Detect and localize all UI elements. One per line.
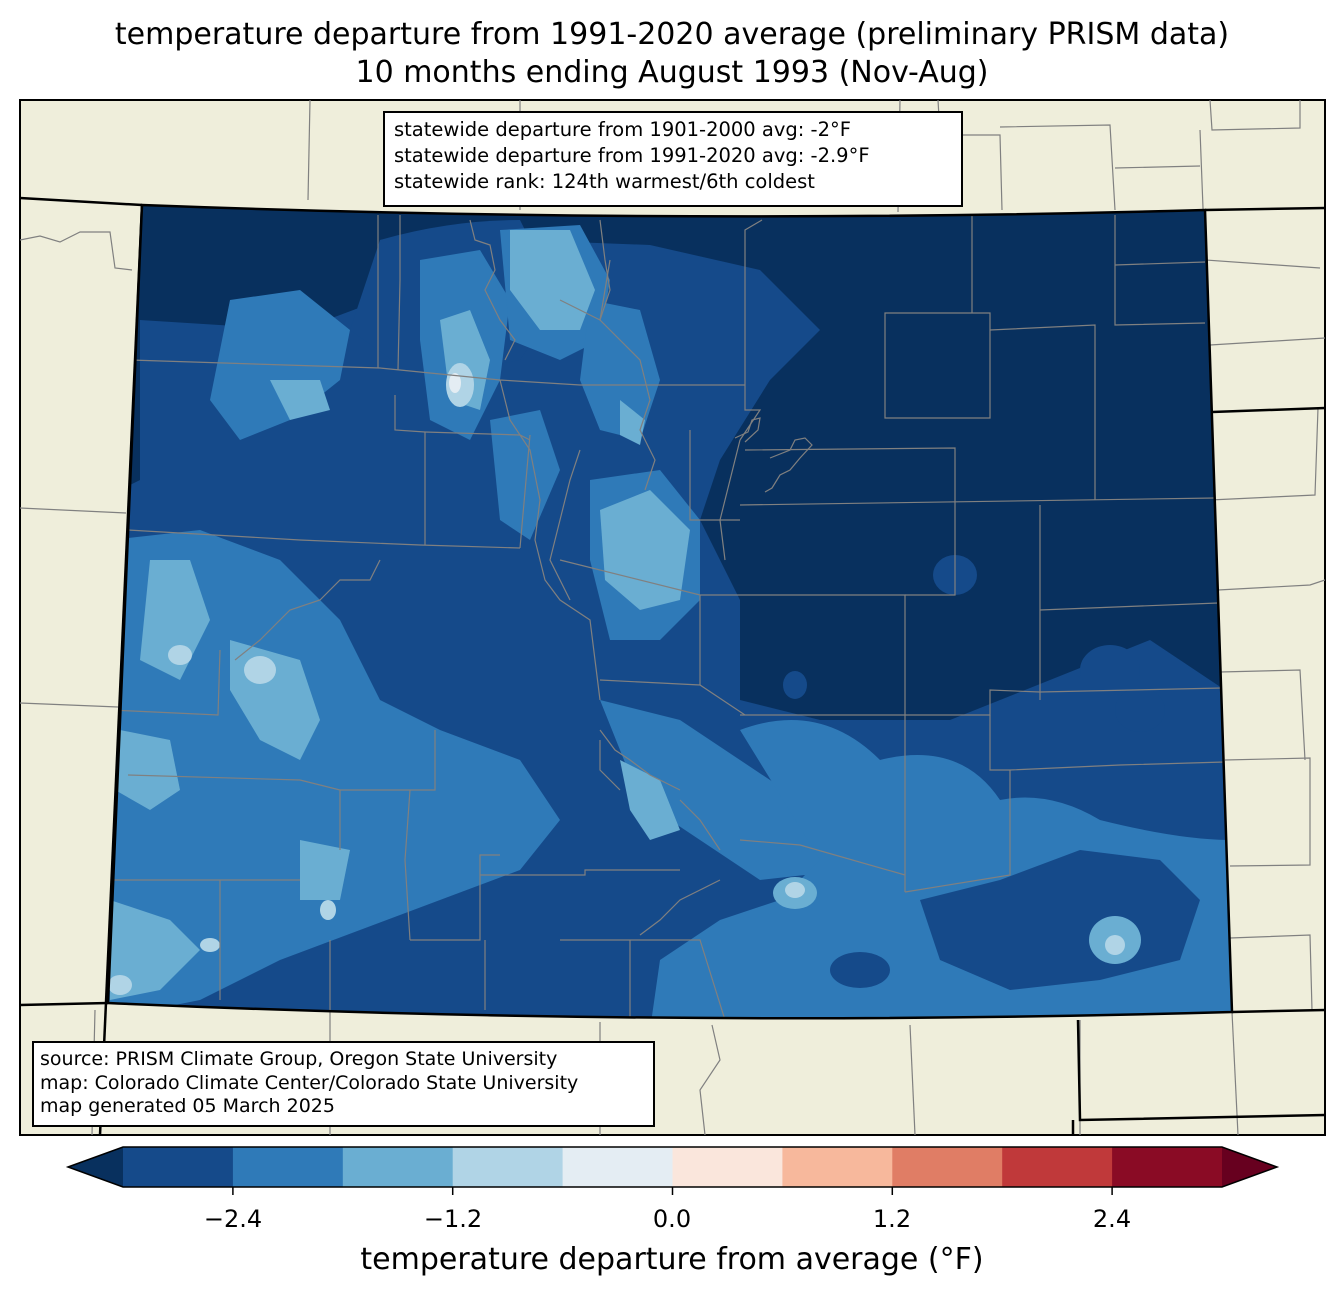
generated-date-line: map generated 05 March 2025	[40, 1095, 335, 1117]
map-title-line-2: 10 months ending August 1993 (Nov-Aug)	[355, 55, 989, 90]
statewide-stats-box: statewide departure from 1901-2000 avg: …	[383, 111, 963, 207]
colorbar-bin	[232, 1147, 344, 1187]
colorbar-outline	[65, 1146, 1280, 1188]
colorbar-bin	[562, 1147, 673, 1187]
colorado-county-lines	[109, 215, 1226, 1019]
colorbar	[65, 1146, 1280, 1195]
colorbar-extend-high	[1222, 1147, 1277, 1187]
map-title-line-1: temperature departure from 1991-2020 ave…	[114, 17, 1230, 52]
colorbar-bin	[1112, 1147, 1223, 1187]
colorbar-tick-label: 0.0	[652, 1205, 692, 1233]
colorbar-bin	[1002, 1147, 1113, 1187]
colorbar-extend-low	[68, 1147, 123, 1187]
colorbar-bin	[672, 1147, 783, 1187]
map-credit-line: map: Colorado Climate Center/Colorado St…	[40, 1071, 579, 1094]
stats-departure-1991-2020: statewide departure from 1991-2020 avg: …	[394, 144, 870, 167]
source-line: source: PRISM Climate Group, Oregon Stat…	[40, 1048, 558, 1070]
colorbar-bin	[892, 1147, 1003, 1187]
stats-rank: statewide rank: 124th warmest/6th coldes…	[394, 170, 815, 193]
colorbar-tick-label: 2.4	[1092, 1205, 1132, 1233]
colorbar-bin	[782, 1147, 893, 1187]
colorbar-tick-label: 1.2	[872, 1205, 912, 1233]
temperature-departure-field	[108, 205, 1232, 1019]
colorbar-bin	[342, 1147, 454, 1187]
colorbar-bin	[123, 1147, 234, 1187]
source-credit-box: source: PRISM Climate Group, Oregon Stat…	[32, 1041, 655, 1127]
stats-departure-1901-2000: statewide departure from 1901-2000 avg: …	[394, 118, 851, 141]
colorado-border	[106, 203, 1234, 1020]
colorbar-bin	[452, 1147, 564, 1187]
colorbar-tick-label: −1.2	[423, 1205, 483, 1233]
colorbar-label: temperature departure from average (°F)	[360, 1242, 984, 1277]
colorbar-tick-label: −2.4	[203, 1205, 263, 1233]
